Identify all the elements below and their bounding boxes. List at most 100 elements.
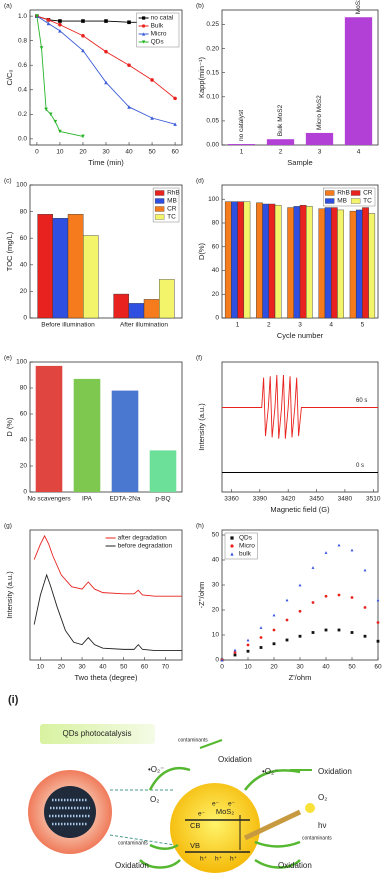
data-point — [350, 596, 354, 599]
data-point — [173, 122, 177, 126]
material: MoS₂ — [216, 807, 234, 816]
plot-frame — [221, 9, 379, 146]
y-tick-label: 0.4 — [18, 86, 27, 93]
data-point — [350, 631, 354, 634]
data-point — [233, 648, 237, 652]
x-tick-label: 3480 — [338, 496, 353, 503]
x-axis-label: Sample — [287, 158, 312, 167]
x-tick-label: No scavengers — [27, 496, 71, 503]
legend-label: MB — [167, 198, 177, 205]
data-point — [35, 14, 39, 18]
bar — [35, 365, 63, 492]
y-tick-label: 0 — [215, 315, 219, 322]
y-tick-label: 20 — [212, 607, 220, 614]
x-tick-label: 2 — [279, 149, 283, 156]
bar-label: MoS2 QDs — [355, 0, 362, 14]
data-point — [272, 613, 276, 617]
data-point — [246, 649, 250, 653]
x-tick-label: 70 — [162, 664, 170, 671]
data-point — [363, 634, 367, 638]
panel-label: (d) — [196, 178, 204, 185]
data-point — [58, 29, 62, 33]
data-point — [104, 49, 108, 54]
panel-label: (h) — [196, 523, 204, 530]
bar — [52, 218, 69, 319]
data-point — [127, 105, 131, 109]
y-axis-label: C/C₀ — [5, 69, 14, 85]
cb: CB — [190, 821, 200, 830]
x-tick-label: 20 — [79, 149, 87, 156]
data-point — [311, 631, 315, 634]
data-point — [311, 601, 315, 604]
x-tick-label: 40 — [99, 664, 107, 671]
legend-swatch — [325, 198, 335, 204]
vb: VB — [190, 841, 200, 850]
electron: e⁻ — [212, 801, 220, 808]
y-axis-label: D (%) — [5, 417, 14, 437]
data-point — [58, 19, 62, 23]
y-tick-label: 0.2 — [18, 111, 27, 118]
x-tick-label: 3360 — [224, 496, 239, 503]
data-point — [350, 548, 354, 552]
data-point — [53, 119, 58, 124]
data-point — [285, 618, 289, 622]
bar-label: no catalyst — [238, 110, 245, 141]
y-tick-label: 0.6 — [18, 62, 27, 69]
legend-label: Micro — [239, 543, 255, 550]
bar — [149, 450, 177, 492]
y-tick-label: 60 — [20, 411, 28, 418]
bar — [349, 210, 357, 319]
data-point — [376, 598, 380, 602]
x-tick-label: p-BQ — [155, 496, 170, 503]
data-point — [324, 551, 328, 554]
x-tick-label: 10 — [37, 664, 45, 671]
legend-label: CR — [363, 190, 373, 197]
y-tick-label: 0.20 — [206, 45, 219, 52]
data-point — [324, 594, 328, 598]
bar — [227, 144, 256, 145]
bar — [158, 279, 175, 319]
plot-frame — [29, 184, 183, 319]
radical: •O₂⁻ — [262, 767, 278, 776]
x-tick-label: 3510 — [366, 496, 381, 503]
panel-label: (b) — [196, 3, 204, 10]
data-point — [58, 129, 62, 134]
bar — [305, 132, 334, 145]
data-point — [363, 606, 367, 609]
legend-label: QDs — [239, 535, 253, 542]
x-tick-label: 40 — [125, 149, 133, 156]
y-tick-label: 20 — [20, 463, 28, 470]
legend-swatch — [325, 190, 335, 196]
hole: h⁺ — [200, 856, 208, 863]
x-tick-label: Before illumination — [41, 322, 95, 329]
oxidation: Oxidation — [278, 861, 312, 870]
x-tick-label: EDTA-2Na — [110, 496, 141, 503]
y-tick-label: 60 — [212, 243, 220, 250]
light-source — [305, 803, 315, 813]
x-tick-label: 50 — [120, 664, 128, 671]
x-tick-label: 30 — [78, 664, 86, 671]
data-point — [233, 653, 237, 657]
data-point — [220, 658, 224, 662]
particle-dots — [49, 798, 91, 826]
bar-label: Micro MoS2 — [316, 95, 323, 130]
legend-swatch — [350, 198, 361, 204]
data-point — [298, 583, 302, 587]
y-axis-label: D(%) — [197, 242, 206, 260]
oxygen: O₂ — [318, 793, 327, 802]
panel-label: (f) — [196, 355, 202, 362]
legend-swatch — [350, 190, 361, 196]
bar — [224, 201, 232, 319]
legend-swatch — [154, 206, 165, 212]
legend-label: RhB — [337, 190, 350, 197]
x-tick-label: 3390 — [253, 496, 268, 503]
data-point — [337, 628, 341, 632]
data-point — [46, 18, 51, 22]
legend-marker — [230, 544, 234, 548]
contaminants: contaminants — [118, 840, 148, 846]
data-point — [259, 636, 263, 639]
catalyst — [170, 783, 260, 873]
data-point — [58, 22, 62, 27]
data-point — [127, 20, 131, 25]
